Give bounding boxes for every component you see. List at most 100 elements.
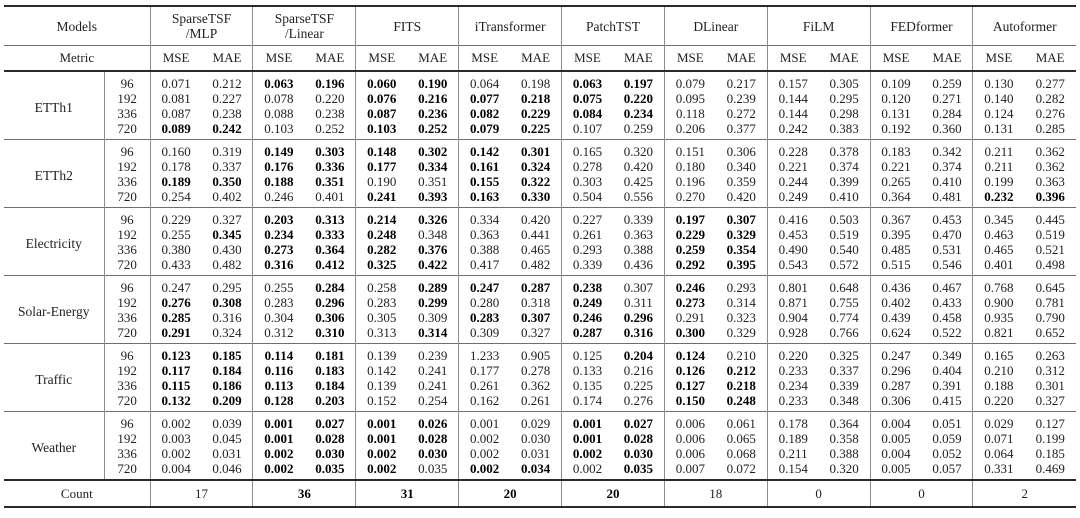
mse-value: 0.234 (766, 377, 819, 393)
mse-value: 0.002 (458, 460, 511, 480)
mse-value: 0.395 (869, 226, 922, 242)
result-row: Traffic 96 0.123 0.185 0.114 0.181 0.139 0.239 1… (4, 343, 1076, 387)
count-row: Count 17 36 31 20 20 18 0 0 2 (4, 480, 1076, 507)
mse-value: 0.144 (766, 105, 819, 121)
mae-value: 0.227 (212, 90, 242, 106)
mse-value: 0.416 (766, 207, 819, 227)
mse-value: 0.139 (355, 343, 408, 363)
mae-value: 0.298 (829, 105, 859, 121)
mae-value: 0.503 (829, 211, 859, 227)
mse-value: 0.227 (561, 207, 613, 227)
mae-header: MAE (418, 50, 448, 65)
horizon-label: 192 (103, 158, 151, 174)
dataset-label: Solar-Energy (18, 303, 90, 319)
model-header: Autoformer (972, 6, 1076, 46)
mse-value: 0.131 (972, 120, 1025, 140)
mse-value: 0.130 (972, 71, 1025, 91)
mse-value: 0.276 (149, 294, 202, 310)
model-name-line: SparseTSF (171, 11, 232, 26)
mae-value: 0.190 (418, 75, 448, 91)
mae-value: 0.349 (932, 347, 962, 363)
mse-value: 0.241 (355, 188, 408, 208)
mse-value: 0.515 (869, 256, 922, 276)
mae-value: 0.026 (418, 415, 448, 431)
mae-value: 0.420 (623, 158, 654, 174)
dataset-label: Weather (31, 439, 77, 455)
mse-value: 0.283 (252, 294, 305, 310)
count-label: Count (60, 486, 93, 501)
mae-value: 0.282 (1035, 90, 1065, 106)
mae-value: 0.323 (726, 309, 756, 325)
mae-value: 0.185 (212, 347, 242, 363)
mae-value: 0.046 (212, 460, 242, 476)
mae-value: 0.402 (212, 188, 242, 204)
mse-value: 0.005 (869, 430, 922, 446)
mse-value: 0.210 (972, 362, 1025, 378)
mse-value: 0.005 (869, 460, 922, 480)
model-name-line: iTransformer (474, 18, 546, 34)
mae-value: 0.035 (418, 460, 448, 476)
mse-value: 0.465 (972, 241, 1025, 257)
horizon-label: 720 (103, 120, 151, 140)
mse-value: 0.124 (663, 343, 716, 363)
mae-value: 0.351 (315, 173, 345, 189)
horizon-label: 336 (103, 309, 151, 325)
mae-value: 0.234 (623, 105, 654, 121)
mae-value: 0.259 (932, 75, 962, 91)
mae-value: 0.238 (212, 105, 242, 121)
mse-value: 0.002 (561, 460, 613, 480)
mse-value: 0.244 (766, 173, 819, 189)
model-name-line: Autoformer (992, 18, 1057, 34)
model-name-line: SparseTSF (274, 11, 335, 26)
mse-value: 0.768 (972, 275, 1025, 295)
mae-value: 0.308 (212, 294, 242, 310)
mse-value: 0.199 (972, 173, 1025, 189)
result-row: 192 0.178 0.337 0.176 0.336 0.177 0.334 0.161 0.… (4, 158, 1076, 174)
mae-value: 0.401 (315, 188, 345, 204)
mae-value: 0.396 (1035, 188, 1065, 204)
mse-value: 0.928 (766, 324, 819, 344)
mse-value: 0.345 (972, 207, 1025, 227)
mse-value: 0.149 (252, 139, 305, 159)
mse-value: 0.255 (149, 226, 202, 242)
mae-value: 0.039 (212, 415, 242, 431)
mae-value: 0.305 (829, 75, 859, 91)
mae-value: 0.362 (520, 377, 551, 393)
mae-value: 0.030 (315, 445, 345, 461)
mae-value: 0.225 (520, 120, 551, 136)
mae-value: 0.363 (1035, 173, 1065, 189)
result-row: 192 0.255 0.345 0.234 0.333 0.248 0.348 0.363 0.… (4, 226, 1076, 242)
mse-header: MSE (766, 45, 819, 71)
mae-value: 0.312 (1035, 362, 1065, 378)
horizon-label: 192 (103, 430, 151, 446)
mse-value: 0.006 (663, 411, 716, 431)
mae-value: 0.383 (829, 120, 859, 136)
mse-value: 0.063 (561, 71, 613, 91)
mae-value: 0.293 (726, 279, 756, 295)
mae-value: 0.755 (829, 294, 859, 310)
mse-value: 0.624 (869, 324, 922, 344)
result-row: 336 0.087 0.238 0.088 0.238 0.087 0.236 0.082 0.… (4, 105, 1076, 121)
count-value: 17 (149, 480, 253, 507)
mse-value: 0.283 (458, 309, 511, 325)
mae-value: 0.410 (829, 188, 859, 204)
mse-value: 0.152 (355, 392, 408, 412)
mae-value: 0.430 (212, 241, 242, 257)
mae-value: 0.186 (212, 377, 242, 393)
mae-value: 0.522 (932, 324, 962, 340)
mae-value: 0.309 (418, 309, 448, 325)
count-value: 0 (869, 480, 973, 507)
mse-value: 0.114 (252, 343, 305, 363)
mse-value: 0.001 (252, 411, 305, 431)
mse-value: 0.128 (252, 392, 305, 412)
mse-header: MSE (663, 45, 716, 71)
mae-value: 0.354 (726, 241, 756, 257)
mae-value: 0.329 (726, 324, 756, 340)
mse-value: 0.221 (766, 158, 819, 174)
result-row: ETTh1 96 0.071 0.212 0.063 0.196 0.060 0.190 0.0… (4, 71, 1076, 115)
mse-value: 0.001 (458, 411, 511, 431)
mse-value: 0.453 (766, 226, 819, 242)
mae-value: 0.065 (726, 430, 756, 446)
mae-header: MAE (315, 50, 345, 65)
mae-value: 0.306 (315, 309, 345, 325)
